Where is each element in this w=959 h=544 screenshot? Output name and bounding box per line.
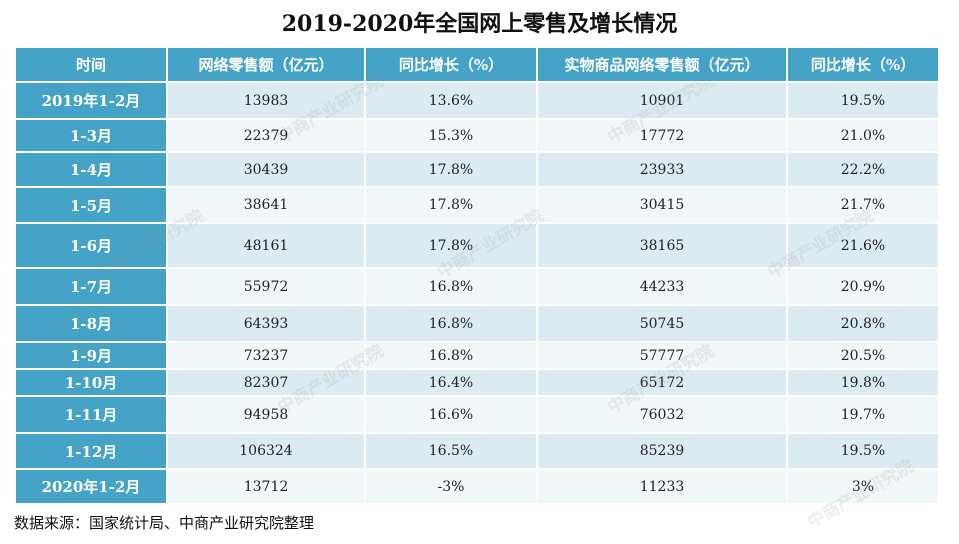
cell-physical-growth: 19.7%: [786, 395, 940, 434]
source-note: 数据来源：国家统计局、中商产业研究院整理: [14, 514, 315, 532]
cell-physical-goods: 17772: [536, 118, 788, 153]
header-time: 时间: [14, 46, 168, 83]
table-row: 1-3月 22379 15.3% 17772 21.0%: [14, 118, 940, 153]
header-physical-growth: 同比增长（%）: [786, 46, 940, 83]
cell-time: 1-4月: [14, 151, 168, 188]
cell-online-growth: 16.5%: [364, 432, 538, 470]
cell-online-retail: 13983: [166, 81, 366, 120]
table-row: 1-8月 64393 16.8% 50745 20.8%: [14, 304, 940, 343]
cell-physical-goods: 11233: [536, 468, 788, 505]
table-title: 2019-2020年全国网上零售及增长情况: [281, 11, 678, 37]
cell-online-retail: 22379: [166, 118, 366, 153]
cell-time: 2020年1-2月: [14, 468, 168, 505]
cell-physical-growth: 22.2%: [786, 151, 940, 188]
cell-physical-growth: 21.0%: [786, 118, 940, 153]
cell-online-growth: 13.6%: [364, 81, 538, 120]
cell-online-retail: 73237: [166, 341, 366, 370]
cell-time: 1-8月: [14, 304, 168, 343]
cell-online-growth: 16.8%: [364, 341, 538, 370]
header-online-retail: 网络零售额（亿元）: [166, 46, 366, 83]
cell-time: 1-5月: [14, 186, 168, 224]
cell-physical-growth: 19.8%: [786, 368, 940, 397]
cell-online-growth: 17.8%: [364, 186, 538, 224]
cell-physical-growth: 20.5%: [786, 341, 940, 370]
table-row: 1-6月 48161 17.8% 38165 21.6%: [14, 222, 940, 269]
header-physical-goods: 实物商品网络零售额（亿元）: [536, 46, 788, 83]
cell-physical-goods: 38165: [536, 222, 788, 269]
cell-online-retail: 38641: [166, 186, 366, 224]
cell-online-retail: 94958: [166, 395, 366, 434]
table-row: 2020年1-2月 13712 -3% 11233 3%: [14, 468, 940, 505]
cell-online-growth: 15.3%: [364, 118, 538, 153]
cell-time: 1-3月: [14, 118, 168, 153]
table-row: 1-12月 106324 16.5% 85239 19.5%: [14, 432, 940, 470]
header-online-growth: 同比增长（%）: [364, 46, 538, 83]
cell-physical-growth: 21.6%: [786, 222, 940, 269]
table-row: 1-11月 94958 16.6% 76032 19.7%: [14, 395, 940, 434]
cell-online-growth: -3%: [364, 468, 538, 505]
cell-online-growth: 17.8%: [364, 151, 538, 188]
cell-online-retail: 30439: [166, 151, 366, 188]
cell-physical-goods: 44233: [536, 267, 788, 306]
cell-physical-growth: 20.8%: [786, 304, 940, 343]
cell-time: 1-7月: [14, 267, 168, 306]
cell-online-retail: 55972: [166, 267, 366, 306]
cell-physical-growth: 21.7%: [786, 186, 940, 224]
table-row: 1-5月 38641 17.8% 30415 21.7%: [14, 186, 940, 224]
cell-time: 1-10月: [14, 368, 168, 397]
cell-physical-growth: 19.5%: [786, 81, 940, 120]
cell-physical-goods: 65172: [536, 368, 788, 397]
cell-online-retail: 13712: [166, 468, 366, 505]
cell-time: 1-12月: [14, 432, 168, 470]
cell-online-retail: 48161: [166, 222, 366, 269]
cell-time: 1-9月: [14, 341, 168, 370]
header-row: 时间 网络零售额（亿元） 同比增长（%） 实物商品网络零售额（亿元） 同比增长（…: [14, 46, 940, 83]
cell-online-growth: 17.8%: [364, 222, 538, 269]
cell-physical-goods: 76032: [536, 395, 788, 434]
table-row: 1-4月 30439 17.8% 23933 22.2%: [14, 151, 940, 188]
cell-online-growth: 16.4%: [364, 368, 538, 397]
table-row: 2019年1-2月 13983 13.6% 10901 19.5%: [14, 81, 940, 120]
table-row: 1-7月 55972 16.8% 44233 20.9%: [14, 267, 940, 306]
cell-physical-goods: 30415: [536, 186, 788, 224]
table-row: 1-10月 82307 16.4% 65172 19.8%: [14, 368, 940, 397]
cell-online-growth: 16.8%: [364, 304, 538, 343]
cell-physical-goods: 57777: [536, 341, 788, 370]
cell-online-retail: 106324: [166, 432, 366, 470]
cell-physical-growth: 20.9%: [786, 267, 940, 306]
cell-time: 1-11月: [14, 395, 168, 434]
cell-physical-goods: 23933: [536, 151, 788, 188]
cell-online-growth: 16.6%: [364, 395, 538, 434]
table-row: 1-9月 73237 16.8% 57777 20.5%: [14, 341, 940, 370]
cell-online-retail: 64393: [166, 304, 366, 343]
cell-time: 1-6月: [14, 222, 168, 269]
cell-online-growth: 16.8%: [364, 267, 538, 306]
cell-physical-growth: 3%: [786, 468, 940, 505]
cell-online-retail: 82307: [166, 368, 366, 397]
cell-physical-growth: 19.5%: [786, 432, 940, 470]
cell-physical-goods: 50745: [536, 304, 788, 343]
data-table: 时间 网络零售额（亿元） 同比增长（%） 实物商品网络零售额（亿元） 同比增长（…: [14, 46, 940, 505]
cell-time: 2019年1-2月: [14, 81, 168, 120]
cell-physical-goods: 10901: [536, 81, 788, 120]
cell-physical-goods: 85239: [536, 432, 788, 470]
